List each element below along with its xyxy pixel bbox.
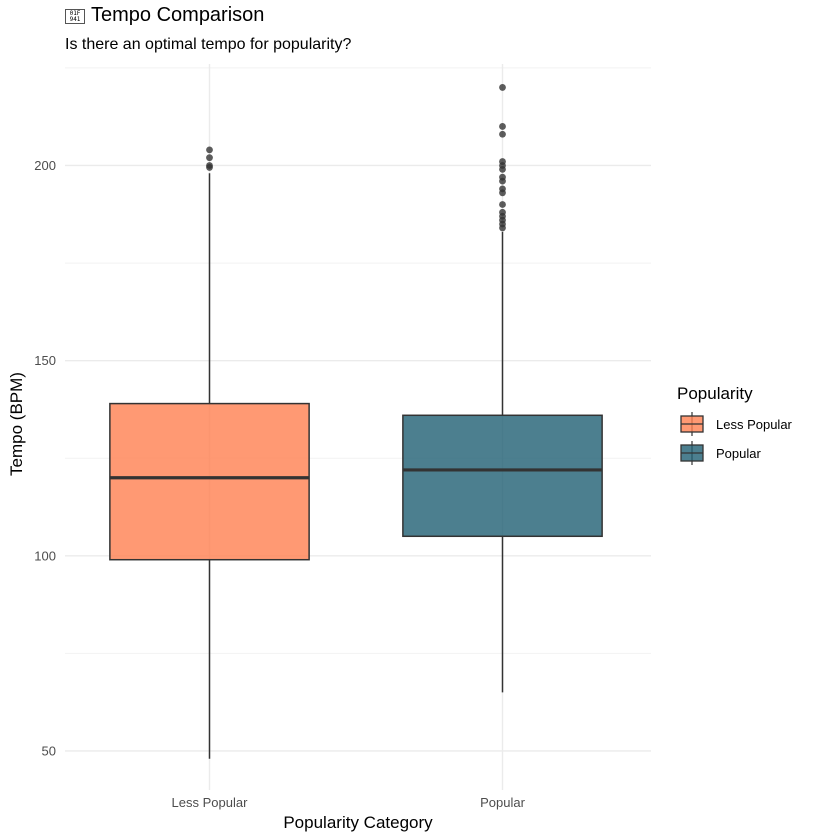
box-popular <box>402 414 603 538</box>
missing-glyph-icon: 01F 941 <box>65 9 85 24</box>
legend-label: Less Popular <box>716 417 793 432</box>
x-axis-title: Popularity Category <box>283 813 433 832</box>
box-less-popular <box>109 402 310 561</box>
outlier-point <box>206 164 213 171</box>
x-tick-label: Less Popular <box>172 795 249 810</box>
chart-subtitle: Is there an optimal tempo for popularity… <box>65 36 352 53</box>
y-axis-title: Tempo (BPM) <box>7 372 26 476</box>
outlier-point <box>206 146 213 154</box>
legend-label: Popular <box>716 446 761 461</box>
outlier-point <box>499 189 506 197</box>
chart-title: 01F 941 Tempo Comparison <box>65 4 264 27</box>
y-tick-label: 200 <box>34 158 56 173</box>
y-tick-label: 150 <box>34 353 56 368</box>
outlier-point <box>499 201 506 208</box>
legend-title: Popularity <box>677 384 753 403</box>
outlier-point <box>499 84 506 91</box>
outlier-point <box>499 165 506 173</box>
outlier-point <box>206 154 213 162</box>
chart-title-text: Tempo Comparison <box>91 4 265 26</box>
outlier-point <box>499 130 506 138</box>
y-tick-label: 50 <box>42 743 56 758</box>
outlier-point <box>499 123 506 130</box>
outlier-point <box>499 177 506 185</box>
outlier-point <box>499 224 506 232</box>
y-tick-label: 100 <box>34 548 56 563</box>
x-tick-label: Popular <box>480 795 525 810</box>
